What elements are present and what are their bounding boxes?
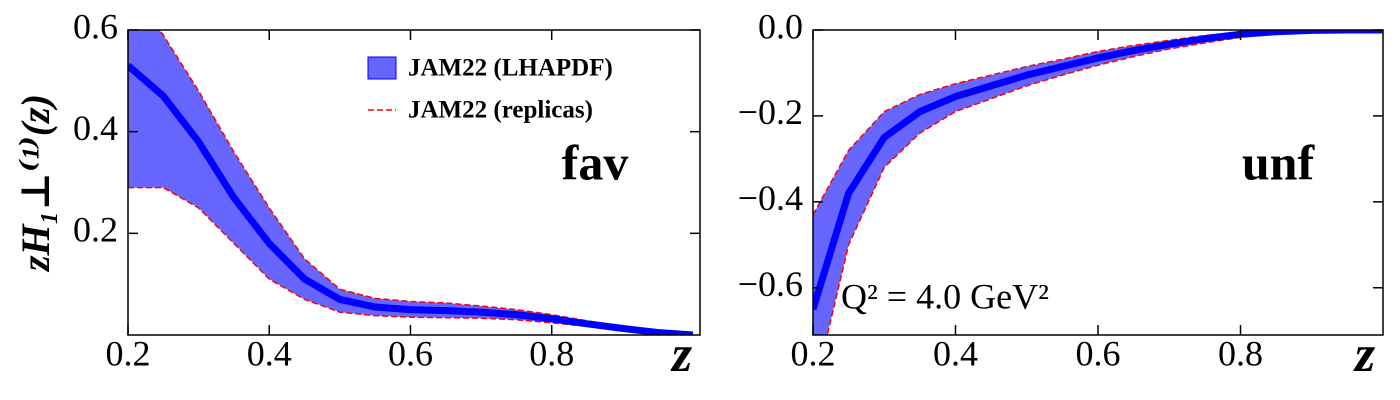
legend-label: JAM22 (replicas) <box>408 97 593 124</box>
plot-area <box>128 30 694 335</box>
panel-label: fav <box>562 134 629 190</box>
x-tick-label: 0.6 <box>1076 333 1121 373</box>
y-tick-label: −0.6 <box>738 264 803 304</box>
replica-edge <box>826 30 1383 335</box>
axes-frame <box>127 29 701 336</box>
y-tick-label: −0.4 <box>738 178 803 218</box>
central-line <box>128 62 694 335</box>
y-axis-label: zH₁⊥⁽¹⁾(z) <box>13 94 58 273</box>
uncertainty-band <box>128 30 693 335</box>
x-tick-label: 0.8 <box>1218 333 1263 373</box>
y-tick-label: 0.2 <box>73 210 118 250</box>
y-tick-label: −0.2 <box>738 92 803 132</box>
panel-label: unf <box>1242 134 1316 190</box>
legend-swatch <box>367 56 397 80</box>
legend-label: JAM22 (LHAPDF) <box>408 55 613 82</box>
y-tick-label: 0.4 <box>73 108 118 148</box>
annotation: Q² = 4.0 GeV² <box>841 276 1049 316</box>
central-line <box>813 30 1383 311</box>
x-axis-label: z <box>1353 326 1376 383</box>
x-tick-label: 0.8 <box>529 333 574 373</box>
x-tick-label: 0.2 <box>791 333 836 373</box>
x-axis-label: z <box>670 326 693 383</box>
y-tick-label: 0.0 <box>758 6 803 46</box>
uncertainty-band <box>813 30 1383 335</box>
x-tick-label: 0.6 <box>388 333 433 373</box>
x-tick-label: 0.4 <box>933 333 978 373</box>
x-tick-label: 0.2 <box>106 333 151 373</box>
y-tick-label: 0.6 <box>73 6 118 46</box>
x-tick-label: 0.4 <box>247 333 292 373</box>
